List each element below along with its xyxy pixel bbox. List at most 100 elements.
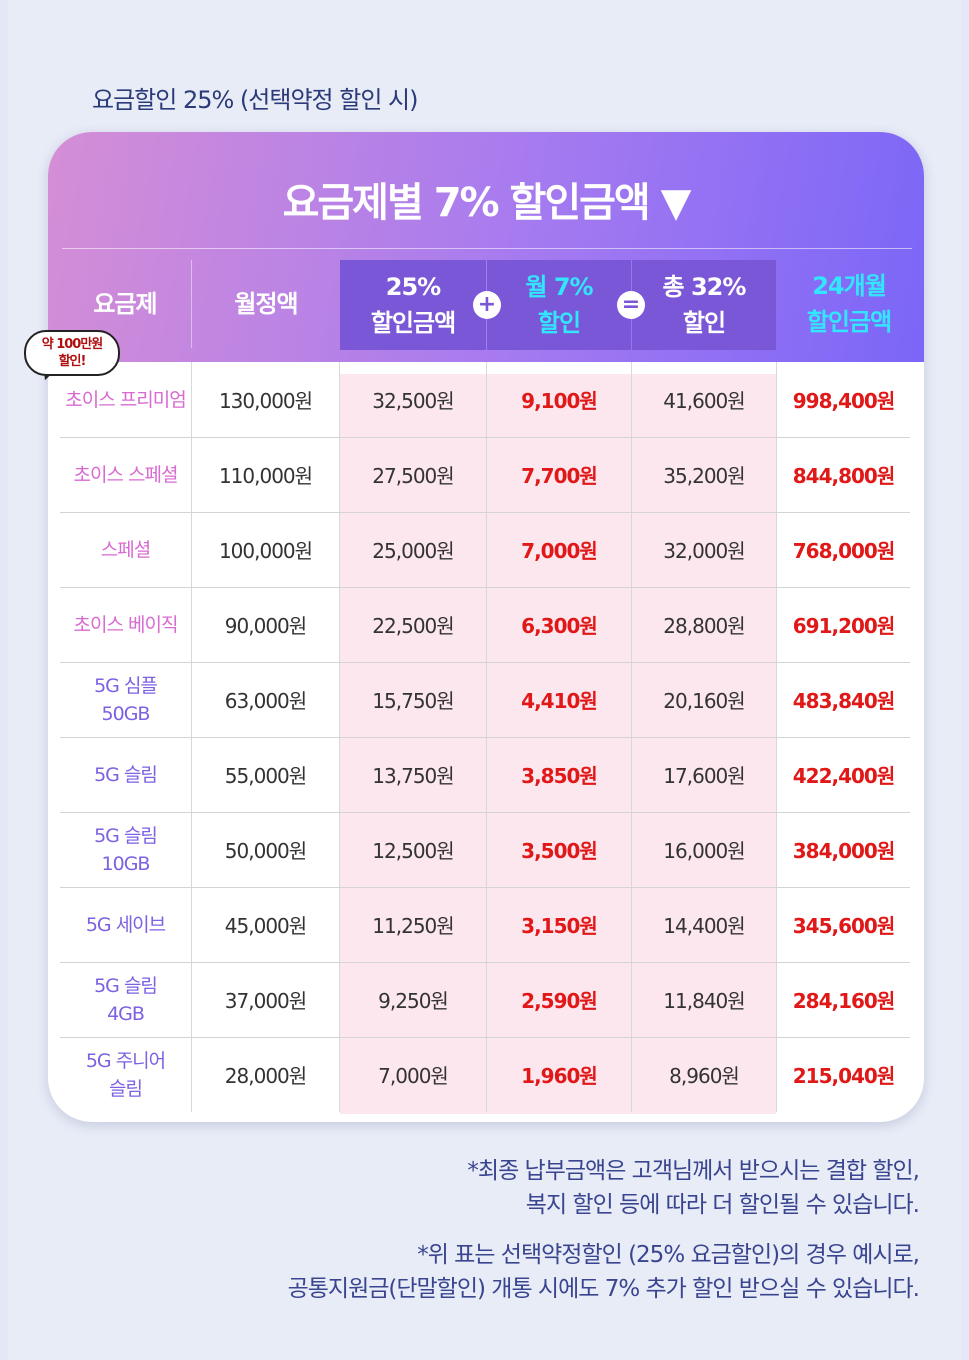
- header-monthly7-line2: 할인: [537, 309, 581, 337]
- cell-discount25: 15,750원: [372, 689, 454, 713]
- header-monthly: 월정액: [192, 260, 340, 348]
- plan-name-line1: 초이스 베이직: [73, 613, 179, 636]
- cell-plan: 5G 슬림 10GB: [60, 812, 191, 887]
- cell-discount25: 7,000원: [378, 1064, 449, 1088]
- plan-name-line2: 슬림: [109, 1077, 143, 1100]
- cell-total32: 11,840원: [663, 989, 745, 1013]
- cell-discount25: 27,500원: [372, 464, 454, 488]
- header-discount25-line2: 할인금액: [370, 309, 456, 337]
- plan-name: 5G 슬림 10GB: [94, 822, 158, 878]
- table-row: 5G 슬림 10GB 50,000원 12,500원 3,500원 16,000원 384,…: [60, 812, 910, 888]
- plan-name-line1: 초이스 스페셜: [73, 463, 179, 486]
- cell-monthly: 45,000원: [224, 914, 307, 938]
- cell-plan: 5G 세이브: [60, 887, 191, 962]
- cell-plan: 5G 슬림: [60, 737, 191, 812]
- footnote-2: *위 표는 선택약정할인 (25% 요금할인)의 경우 예시로, 공통지원금(단…: [287, 1238, 920, 1306]
- cell-total32: 14,400원: [663, 914, 745, 938]
- highlight-columns: [340, 374, 776, 1114]
- table-row: 5G 세이브 45,000원 11,250원 3,150원 14,400원 345,600…: [60, 887, 910, 963]
- header-monthly7-line1: 월 7%: [525, 273, 593, 301]
- plan-name-line1: 5G 심플: [94, 674, 158, 697]
- cell-monthly7: 9,100원: [521, 389, 598, 413]
- cell-discount25: 32,500원: [372, 389, 454, 413]
- cell-months24: 691,200원: [792, 614, 896, 638]
- plan-name-line2: 10GB: [101, 852, 151, 875]
- cell-months24: 384,000원: [792, 839, 896, 863]
- header-months24-line1: 24개월: [812, 272, 887, 300]
- plan-name: 5G 슬림: [94, 761, 158, 789]
- cell-months24: 998,400원: [792, 389, 896, 413]
- cell-monthly: 110,000원: [218, 464, 313, 488]
- equals-icon: =: [617, 291, 645, 319]
- cell-months24: 284,160원: [792, 989, 896, 1013]
- table-row: 스페셜 100,000원 25,000원 7,000원 32,000원 768,000원: [60, 512, 910, 588]
- cell-months24: 768,000원: [792, 539, 896, 563]
- plan-name-line1: 5G 주니어: [85, 1049, 166, 1072]
- cell-monthly: 28,000원: [224, 1064, 307, 1088]
- header-discount25-line1: 25%: [385, 273, 441, 301]
- cell-discount25: 25,000원: [372, 539, 454, 563]
- cell-plan: 5G 슬림 4GB: [60, 962, 191, 1037]
- cell-monthly: 90,000원: [224, 614, 307, 638]
- cell-total32: 16,000원: [663, 839, 745, 863]
- cell-monthly7: 1,960원: [521, 1064, 598, 1088]
- header-discount25: 25% 할인금액: [340, 260, 486, 350]
- header-plan: 요금제: [60, 260, 190, 348]
- table-row: 초이스 베이직 90,000원 22,500원 6,300원 28,800원 691,20…: [60, 587, 910, 663]
- cell-monthly: 130,000원: [218, 389, 313, 413]
- cell-monthly7: 3,500원: [521, 839, 598, 863]
- plan-name: 초이스 프리미엄: [65, 386, 186, 414]
- cell-months24: 483,840원: [792, 689, 896, 713]
- cell-months24: 345,600원: [792, 914, 896, 938]
- cell-monthly7: 3,150원: [521, 914, 598, 938]
- cell-discount25: 13,750원: [372, 764, 454, 788]
- plan-name: 5G 세이브: [85, 911, 166, 939]
- cell-plan: 초이스 베이직: [60, 587, 191, 662]
- plan-name-line1: 5G 세이브: [85, 913, 166, 936]
- header-total32-line2: 할인: [682, 309, 726, 337]
- cell-monthly7: 7,000원: [521, 539, 598, 563]
- header-months24: 24개월 할인금액: [776, 260, 922, 348]
- footnote-1: *최종 납부금액은 고객님께서 받으시는 결합 할인, 복지 할인 등에 따라 …: [467, 1154, 920, 1222]
- cell-monthly7: 3,850원: [521, 764, 598, 788]
- table-row: 5G 슬림 4GB 37,000원 9,250원 2,590원 11,840원 284,16…: [60, 962, 910, 1038]
- cell-monthly: 37,000원: [224, 989, 307, 1013]
- header-months24-line2: 할인금액: [806, 308, 892, 336]
- discount-table-card: 요금제별 7% 할인금액 ▼ 요금제 월정액 25% 할인금액 월 7% 할인 …: [48, 132, 924, 1122]
- cell-months24: 422,400원: [792, 764, 896, 788]
- cell-monthly7: 2,590원: [521, 989, 598, 1013]
- cell-total32: 8,960원: [669, 1064, 740, 1088]
- plan-name: 초이스 베이직: [73, 611, 179, 639]
- cell-total32: 32,000원: [663, 539, 745, 563]
- plan-name-line1: 초이스 프리미엄: [65, 388, 186, 411]
- cell-plan: 초이스 프리미엄: [60, 362, 191, 437]
- header-total32: 총 32% 할인: [632, 260, 776, 350]
- plan-name-line2: 4GB: [107, 1002, 145, 1025]
- cell-months24: 215,040원: [792, 1064, 896, 1088]
- table-row: 초이스 프리미엄 130,000원 32,500원 9,100원 41,600원 998,…: [60, 362, 910, 438]
- plan-name: 초이스 스페셜: [73, 461, 179, 489]
- plan-name-line1: 5G 슬림: [94, 974, 158, 997]
- header-monthly-label: 월정액: [234, 290, 298, 318]
- plus-icon: +: [473, 291, 501, 319]
- table-row: 초이스 스페셜 110,000원 27,500원 7,700원 35,200원 844,8…: [60, 437, 910, 513]
- plan-name-line1: 스페셜: [100, 538, 151, 561]
- cell-monthly: 100,000원: [218, 539, 313, 563]
- plan-name-line1: 5G 슬림: [94, 763, 158, 786]
- cell-total32: 20,160원: [663, 689, 745, 713]
- cell-discount25: 11,250원: [372, 914, 454, 938]
- header-monthly7: 월 7% 할인: [487, 260, 631, 350]
- cell-monthly: 55,000원: [224, 764, 307, 788]
- cell-discount25: 22,500원: [372, 614, 454, 638]
- cell-total32: 17,600원: [663, 764, 745, 788]
- intro-text: 요금할인 25% (선택약정 할인 시): [92, 86, 418, 114]
- plan-name: 5G 슬림 4GB: [94, 972, 158, 1028]
- footnote-2-line2: 공통지원금(단말할인) 개통 시에도 7% 추가 할인 받으실 수 있습니다.: [287, 1276, 920, 1302]
- discount-badge: 약 100만원 할인!: [24, 330, 120, 376]
- cell-total32: 35,200원: [663, 464, 745, 488]
- plan-name: 스페셜: [100, 536, 151, 564]
- cell-monthly7: 6,300원: [521, 614, 598, 638]
- cell-discount25: 12,500원: [372, 839, 454, 863]
